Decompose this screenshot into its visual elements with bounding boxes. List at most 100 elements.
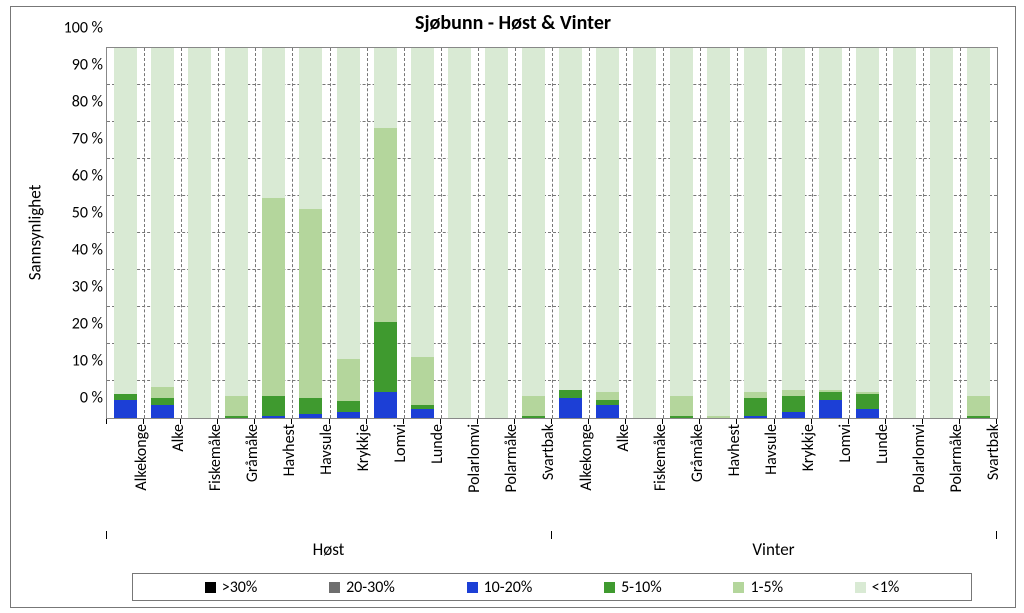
bar-segment	[337, 359, 360, 402]
bar-segment	[411, 405, 434, 409]
legend-swatch	[855, 582, 866, 593]
bar-segment	[151, 48, 174, 387]
legend-label: <1%	[872, 578, 900, 597]
bar-segment	[707, 48, 730, 416]
bar-segment	[151, 387, 174, 398]
y-tick: 0 %	[53, 389, 103, 408]
bar-segment	[188, 48, 211, 418]
bar-segment	[225, 48, 248, 396]
bar-segment	[707, 416, 730, 418]
bar-segment	[337, 412, 360, 418]
bar-segment	[596, 405, 619, 418]
bar-segment	[744, 398, 767, 417]
bar-segment	[893, 48, 916, 418]
bar-segment	[633, 48, 656, 418]
bar-segment	[744, 48, 767, 392]
bar-segment	[856, 409, 879, 418]
y-tick: 10 %	[53, 352, 103, 371]
bar-segment	[225, 416, 248, 418]
bar-segment	[374, 48, 397, 128]
bar-segment	[670, 416, 693, 418]
legend-swatch	[205, 582, 216, 593]
bar-segment	[782, 396, 805, 413]
bar-segment	[596, 392, 619, 399]
bar-segment	[337, 48, 360, 359]
bar-segment	[967, 48, 990, 396]
y-axis-label-wrap: Sannsynlighet	[25, 47, 47, 417]
bar-segment	[262, 396, 285, 416]
bar-segment	[262, 416, 285, 418]
bar-segment	[299, 398, 322, 415]
bar-segment	[337, 401, 360, 412]
legend: >30% 20-30% 10-20% 5-10% 1-5% <1%	[132, 573, 972, 601]
legend-swatch	[467, 582, 478, 593]
bar-segment	[411, 409, 434, 418]
legend-label: >30%	[222, 578, 258, 597]
legend-item: <1%	[855, 578, 900, 597]
bar-segment	[744, 416, 767, 418]
bar-segment	[522, 416, 545, 418]
y-tick: 90 %	[53, 56, 103, 75]
bar-segment	[485, 48, 508, 418]
bar-segment	[151, 398, 174, 405]
legend-label: 20-30%	[346, 578, 395, 597]
group-label: Vinter	[551, 539, 996, 560]
chart-container: Sjøbunn - Høst & Vinter Sannsynlighet 0 …	[10, 6, 1016, 608]
legend-swatch	[329, 582, 340, 593]
bar-segment	[559, 390, 582, 397]
y-tick: 60 %	[53, 167, 103, 186]
plot-area	[106, 47, 998, 419]
legend-item: 5-10%	[604, 578, 662, 597]
bar-segment	[374, 392, 397, 418]
bar-segment	[114, 394, 137, 400]
legend-swatch	[733, 582, 744, 593]
bar-segment	[262, 198, 285, 396]
y-axis-label: Sannsynlighet	[25, 163, 46, 303]
bar-segment	[856, 394, 879, 409]
bar-segment	[819, 392, 842, 399]
bar-segment	[522, 396, 545, 416]
legend-swatch	[604, 582, 615, 593]
bar-segment	[559, 398, 582, 418]
bar-segment	[744, 392, 767, 398]
bar-segment	[114, 48, 137, 394]
legend-item: >30%	[205, 578, 258, 597]
bar-segment	[856, 48, 879, 392]
legend-label: 1-5%	[750, 578, 783, 597]
bar-segment	[930, 48, 953, 418]
legend-item: 1-5%	[733, 578, 783, 597]
bar-segment	[374, 322, 397, 392]
bar-segment	[559, 48, 582, 390]
legend-item: 20-30%	[329, 578, 395, 597]
bar-segment	[225, 396, 248, 416]
bar-segment	[819, 400, 842, 419]
y-tick: 50 %	[53, 204, 103, 223]
y-tick: 80 %	[53, 93, 103, 112]
group-axis: HøstVinter	[106, 419, 996, 559]
legend-label: 5-10%	[621, 578, 662, 597]
bar-segment	[299, 48, 322, 209]
bar-segment	[782, 48, 805, 390]
bar-segment	[967, 416, 990, 418]
bar-segment	[448, 48, 471, 418]
bar-segment	[782, 390, 805, 396]
bar-segment	[299, 414, 322, 418]
group-label: Høst	[106, 539, 551, 560]
y-tick: 100 %	[53, 19, 103, 38]
y-ticks: 0 %10 %20 %30 %40 %50 %60 %70 %80 %90 %1…	[51, 47, 103, 417]
bar-segment	[411, 357, 434, 405]
y-tick: 30 %	[53, 278, 103, 297]
chart-title: Sjøbunn - Høst & Vinter	[11, 11, 1015, 35]
bar-segment	[670, 48, 693, 396]
y-tick: 40 %	[53, 241, 103, 260]
bar-segment	[856, 392, 879, 394]
bar-segment	[151, 405, 174, 418]
legend-label: 10-20%	[484, 578, 533, 597]
bar-segment	[782, 412, 805, 418]
y-tick: 70 %	[53, 130, 103, 149]
bar-segment	[522, 48, 545, 396]
bar-segment	[299, 209, 322, 398]
bar-segment	[596, 48, 619, 392]
bar-segment	[262, 48, 285, 198]
bar-segment	[596, 400, 619, 406]
